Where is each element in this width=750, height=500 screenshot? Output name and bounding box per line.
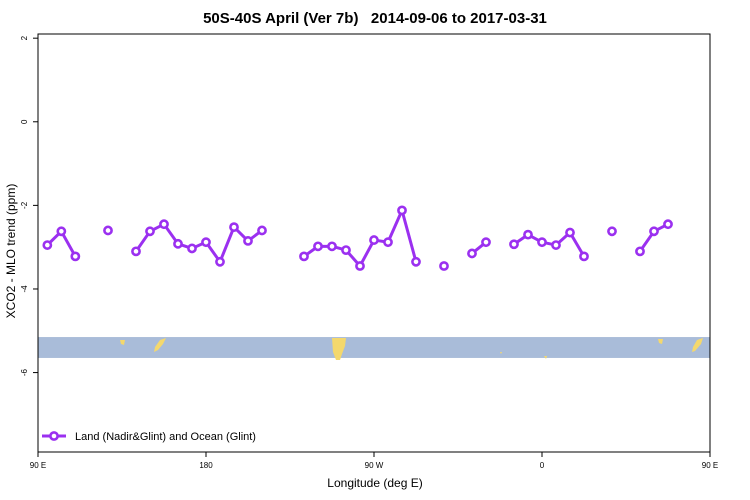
y-tick-label: 0 bbox=[20, 119, 29, 124]
legend-label: Land (Nadir&Glint) and Ocean (Glint) bbox=[75, 431, 256, 443]
data-point bbox=[411, 256, 421, 267]
data-point bbox=[313, 241, 323, 252]
x-tick-label: 90 E bbox=[702, 461, 718, 470]
chart-title: 50S-40S April (Ver 7b) 2014-09-06 to 201… bbox=[203, 10, 547, 27]
data-point bbox=[635, 246, 645, 257]
data-point bbox=[383, 237, 393, 248]
y-tick-label: -4 bbox=[20, 285, 29, 293]
data-point bbox=[145, 226, 155, 237]
data-point bbox=[201, 237, 211, 248]
map-ocean-band bbox=[38, 337, 710, 358]
data-point bbox=[481, 237, 491, 248]
data-point bbox=[551, 240, 561, 250]
legend-marker bbox=[49, 431, 59, 441]
y-tick-label: -2 bbox=[20, 201, 29, 209]
data-point bbox=[257, 225, 267, 236]
data-point bbox=[159, 219, 169, 230]
data-point bbox=[229, 222, 239, 233]
data-point bbox=[243, 236, 253, 246]
data-point bbox=[187, 243, 197, 254]
data-point bbox=[649, 226, 659, 237]
data-point bbox=[56, 226, 67, 237]
data-point bbox=[369, 235, 379, 245]
map-land-5 bbox=[544, 356, 547, 359]
x-tick-label: 90 E bbox=[30, 461, 46, 470]
data-point bbox=[467, 248, 477, 259]
y-tick-label: 2 bbox=[20, 35, 29, 40]
x-tick-label: 180 bbox=[199, 461, 213, 470]
data-point bbox=[607, 226, 617, 237]
data-point bbox=[327, 241, 337, 252]
x-tick-label: 0 bbox=[540, 461, 545, 470]
data-point bbox=[523, 229, 533, 240]
map-land-3 bbox=[692, 338, 703, 352]
x-axis-label: Longitude (deg E) bbox=[327, 476, 423, 490]
data-point bbox=[299, 251, 309, 262]
data-point bbox=[341, 245, 351, 256]
data-point bbox=[579, 251, 589, 262]
x-tick-label: 90 W bbox=[365, 461, 384, 470]
data-point bbox=[565, 227, 575, 238]
data-point bbox=[439, 261, 449, 271]
map-land-6 bbox=[500, 352, 502, 354]
data-point bbox=[131, 246, 141, 257]
data-point bbox=[537, 237, 547, 248]
data-point bbox=[215, 256, 225, 267]
data-point bbox=[173, 238, 183, 249]
data-point bbox=[355, 261, 365, 271]
y-tick-label: -6 bbox=[20, 368, 29, 376]
data-point bbox=[397, 205, 407, 216]
map-land-2 bbox=[154, 338, 166, 352]
data-point bbox=[663, 219, 673, 230]
data-point bbox=[509, 239, 519, 250]
map-land-0 bbox=[332, 338, 346, 360]
series-line bbox=[134, 222, 263, 264]
series-line bbox=[303, 208, 418, 268]
map-land-4 bbox=[658, 339, 663, 344]
data-point bbox=[42, 240, 53, 250]
data-point bbox=[103, 225, 113, 236]
data-point bbox=[70, 251, 81, 262]
map-land-1 bbox=[120, 340, 125, 345]
y-axis-label: XCO2 - MLO trend (ppm) bbox=[4, 183, 18, 319]
